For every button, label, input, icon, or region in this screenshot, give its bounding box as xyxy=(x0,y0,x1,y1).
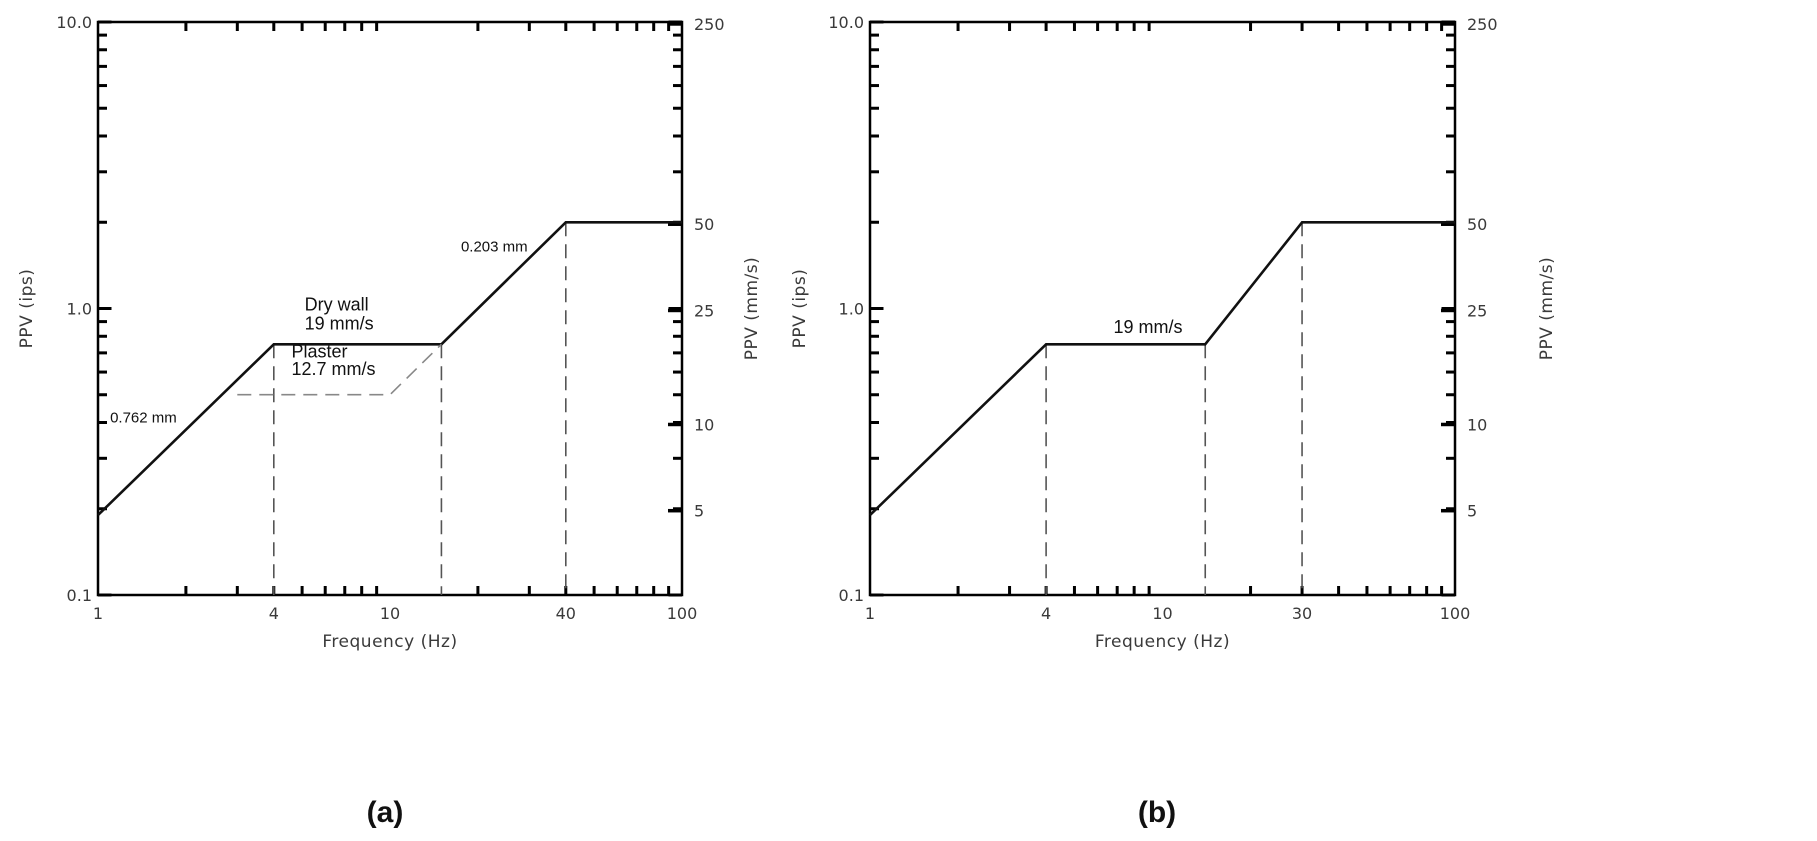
panel-label: (b) xyxy=(1138,796,1176,829)
annotation: 0.762 mm xyxy=(110,410,177,427)
y-left-axis-title: PPV (ips) xyxy=(17,269,37,349)
annotation: 19 mm/s xyxy=(1114,317,1183,337)
x-tick-label: 1 xyxy=(865,604,875,623)
annotation: 0.203 mm xyxy=(461,239,528,256)
annotation: 19 mm/s xyxy=(305,313,374,333)
x-tick-label: 40 xyxy=(556,604,576,623)
plot-frame xyxy=(868,20,1457,597)
x-tick-label: 4 xyxy=(269,604,279,623)
x-tick-label: 10 xyxy=(1152,604,1172,623)
y-right-tick-label: 5 xyxy=(694,502,704,521)
annotation: 12.7 mm/s xyxy=(292,359,376,379)
y-right-tick-label: 25 xyxy=(694,301,714,320)
series-line xyxy=(97,221,682,517)
y-left-tick-label: 1.0 xyxy=(839,300,864,319)
y-right-tick-label: 25 xyxy=(1467,301,1487,320)
y-right-tick-label: 5 xyxy=(1467,502,1477,521)
y-left-axis-title: PPV (ips) xyxy=(790,269,810,349)
y-right-tick-label: 10 xyxy=(694,415,714,434)
x-tick-label: 100 xyxy=(1440,604,1471,623)
plot-frame xyxy=(96,20,684,597)
y-right-tick-label: 250 xyxy=(694,15,725,34)
x-tick-label: 100 xyxy=(667,604,698,623)
panel-a: 1 4 10 40 100 0.1 1.0 10.0 5 10 25 50 250 Frequency (… xyxy=(17,13,762,829)
x-tick-label: 1 xyxy=(93,604,103,623)
y-left-tick-label: 1.0 xyxy=(67,300,92,319)
y-left-tick-label: 0.1 xyxy=(67,586,92,605)
y-left-tick-label: 10.0 xyxy=(828,13,864,32)
annotation: Dry wall xyxy=(305,294,369,314)
x-axis-title: Frequency (Hz) xyxy=(322,632,457,652)
panel-label: (a) xyxy=(367,796,404,829)
y-right-axis-title: PPV (mm/s) xyxy=(742,257,762,361)
annotation: Plaster xyxy=(292,341,348,361)
y-right-axis-title: PPV (mm/s) xyxy=(1537,257,1557,361)
y-right-tick-label: 50 xyxy=(694,215,714,234)
y-left-tick-label: 0.1 xyxy=(839,586,864,605)
y-right-tick-label: 10 xyxy=(1467,415,1487,434)
x-axis-title: Frequency (Hz) xyxy=(1095,632,1230,652)
x-tick-label: 30 xyxy=(1292,604,1312,623)
panel-b: 1 4 10 30 100 0.1 1.0 10.0 5 10 25 50 250 Frequency (… xyxy=(790,13,1557,829)
y-right-tick-label: 50 xyxy=(1467,215,1487,234)
y-right-tick-label: 250 xyxy=(1467,15,1498,34)
x-tick-label: 10 xyxy=(380,604,400,623)
y-left-tick-label: 10.0 xyxy=(56,13,92,32)
series-line-dashed xyxy=(237,343,442,396)
series-line xyxy=(869,221,1455,517)
x-tick-label: 4 xyxy=(1041,604,1051,623)
